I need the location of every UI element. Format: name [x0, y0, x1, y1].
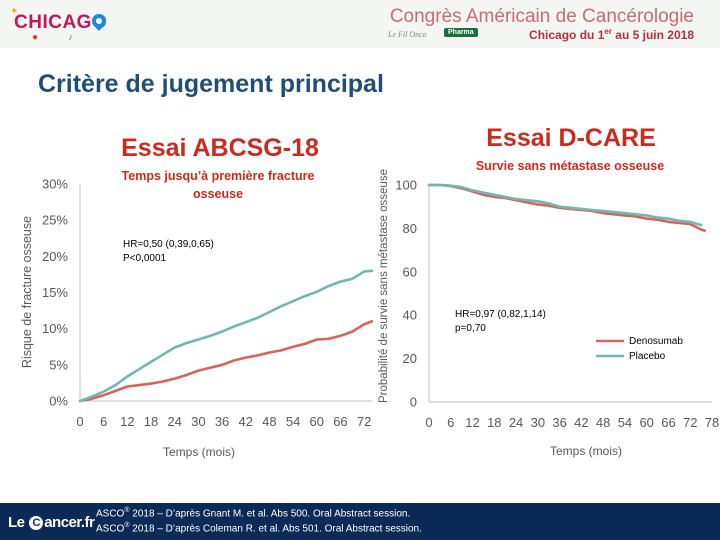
y-tick-label: 15%	[42, 285, 68, 300]
p-annotation: P<0,0001	[123, 253, 167, 264]
y-tick-label: 25%	[42, 213, 68, 228]
chart-subtitle-line1: Temps jusqu’à première fracture	[122, 169, 315, 183]
slide-title: Critère de jugement principal	[38, 70, 384, 98]
y-tick-label: 0%	[49, 394, 68, 409]
congress-dates: Chicago du 1er au 5 juin 2018	[529, 27, 694, 42]
x-tick-label: 72	[683, 415, 697, 430]
note-icon: ♪	[68, 32, 73, 43]
x-tick-label: 24	[167, 414, 181, 429]
x-tick-label: 72	[357, 414, 371, 429]
charts-canvas: Essai ABCSG-18 Temps jusqu’à première fr…	[20, 124, 719, 459]
congress-banner: ✦ ♪ ● CHICAGO Congrès Américain de Cancé…	[0, 0, 720, 48]
x-axis-label: Temps (mois)	[550, 444, 622, 458]
x-tick-label: 0	[76, 414, 83, 429]
x-tick-label: 66	[333, 414, 347, 429]
x-tick-label: 60	[639, 415, 653, 430]
x-tick-label: 6	[447, 415, 454, 430]
congress-title: Congrès Américain de Cancérologie	[389, 6, 694, 27]
dot-icon: ●	[32, 32, 39, 43]
logo-text: CHICAGO	[14, 12, 108, 33]
x-tick-label: 12	[120, 414, 134, 429]
abcsg18-chart: Essai ABCSG-18 Temps jusqu’à première fr…	[20, 134, 374, 459]
placebo-series-line	[78, 269, 374, 403]
chart-title: Essai ABCSG-18	[121, 134, 319, 162]
y-tick-label: 20	[403, 351, 417, 366]
star-icon: ✦	[10, 6, 19, 17]
y-tick-label: 80	[403, 221, 417, 236]
y-axis-label: Risque de fracture osseuse	[20, 216, 34, 368]
chart-subtitle: Survie sans métastase osseuse	[476, 159, 664, 173]
chicago-logo: ✦ ♪ ● CHICAGO	[8, 6, 109, 43]
chart-subtitle-line2: osseuse	[193, 187, 243, 201]
hr-annotation: HR=0,50 (0,39,0,65)	[123, 239, 214, 250]
x-tick-label: 24	[509, 415, 523, 430]
y-axis-label: Probabilité de survie sans métastase oss…	[378, 169, 390, 403]
x-axis-label: Temps (mois)	[163, 445, 235, 459]
x-tick-label: 30	[531, 415, 545, 430]
y-tick-label: 0	[410, 395, 417, 410]
placebo-series-line	[427, 183, 703, 227]
y-tick-label: 40	[403, 308, 417, 323]
x-tick-label: 54	[286, 414, 300, 429]
y-tick-label: 60	[403, 264, 417, 279]
denosumab-series-line	[78, 320, 374, 403]
y-tick-label: 5%	[49, 357, 68, 372]
x-tick-label: 42	[574, 415, 588, 430]
y-tick-label: 100	[395, 178, 417, 193]
hr-annotation: HR=0,97 (0,82,1,14)	[455, 309, 546, 320]
x-tick-label: 36	[552, 415, 566, 430]
x-tick-label: 48	[262, 414, 276, 429]
legend-placebo-label: Placebo	[629, 351, 666, 362]
reference-1: ASCO® 2018 – D’après Gnant M. et al. Abs…	[96, 507, 411, 520]
pharma-badge: Pharma	[444, 28, 478, 37]
reference-2: ASCO® 2018 – D’après Coleman R. et al. A…	[96, 522, 422, 535]
x-tick-label: 54	[618, 415, 632, 430]
x-tick-label: 48	[596, 415, 610, 430]
x-tick-label: 18	[487, 415, 501, 430]
x-tick-label: 18	[144, 414, 158, 429]
p-annotation: p=0,70	[455, 323, 486, 334]
dcare-chart: Essai D-CARE Survie sans métastase osseu…	[378, 124, 719, 458]
x-tick-label: 66	[661, 415, 675, 430]
y-tick-label: 20%	[42, 249, 68, 264]
y-tick-label: 10%	[42, 321, 68, 336]
x-tick-label: 78	[705, 415, 719, 430]
legend-denosumab-label: Denosumab	[629, 336, 683, 347]
y-tick-label: 30%	[42, 177, 68, 192]
x-tick-label: 42	[238, 414, 252, 429]
x-tick-label: 0	[425, 415, 432, 430]
x-tick-label: 12	[465, 415, 479, 430]
x-tick-label: 30	[191, 414, 205, 429]
x-tick-label: 36	[215, 414, 229, 429]
x-tick-label: 60	[310, 414, 324, 429]
fil-onco-label: Le Fil Onco	[388, 30, 427, 39]
chart-title: Essai D-CARE	[486, 124, 656, 152]
x-tick-label: 6	[100, 414, 107, 429]
